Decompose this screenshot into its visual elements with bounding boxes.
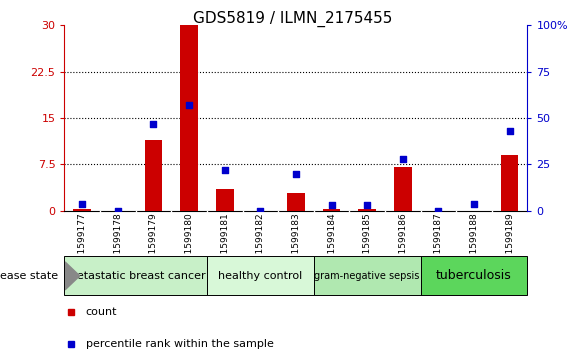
Text: GSM1599177: GSM1599177 [78, 213, 87, 273]
Bar [180, 25, 198, 211]
Text: GSM1599183: GSM1599183 [291, 213, 301, 273]
Point [434, 208, 443, 213]
Point [149, 121, 158, 126]
Bar [73, 209, 91, 211]
Text: GDS5819 / ILMN_2175455: GDS5819 / ILMN_2175455 [193, 11, 393, 27]
Point [363, 202, 372, 208]
Point [255, 208, 265, 213]
Text: GSM1599179: GSM1599179 [149, 213, 158, 273]
Text: GSM1599187: GSM1599187 [434, 213, 443, 273]
Point [185, 102, 194, 108]
Bar [287, 193, 305, 211]
Point [291, 171, 301, 176]
Point [220, 167, 229, 173]
Text: GSM1599182: GSM1599182 [256, 213, 265, 273]
Point [77, 201, 87, 207]
Text: GSM1599180: GSM1599180 [185, 213, 193, 273]
FancyBboxPatch shape [314, 256, 421, 295]
Text: percentile rank within the sample: percentile rank within the sample [86, 339, 274, 349]
Polygon shape [65, 262, 80, 290]
Bar [394, 167, 412, 211]
Text: metastatic breast cancer: metastatic breast cancer [66, 271, 206, 281]
Bar [145, 140, 162, 211]
FancyBboxPatch shape [421, 256, 527, 295]
Point [327, 202, 336, 208]
Point [505, 128, 515, 134]
FancyBboxPatch shape [207, 256, 314, 295]
Text: GSM1599189: GSM1599189 [505, 213, 514, 273]
Bar [216, 189, 234, 211]
Bar [323, 209, 340, 211]
Text: gram-negative sepsis: gram-negative sepsis [315, 271, 420, 281]
Point [469, 201, 479, 207]
Bar [358, 209, 376, 211]
Text: count: count [86, 307, 117, 317]
Bar [500, 155, 519, 211]
Text: GSM1599185: GSM1599185 [363, 213, 372, 273]
Text: disease state: disease state [0, 271, 59, 281]
Text: GSM1599181: GSM1599181 [220, 213, 229, 273]
Text: healthy control: healthy control [218, 271, 302, 281]
Point [398, 156, 407, 162]
Point [113, 208, 122, 213]
Text: GSM1599188: GSM1599188 [469, 213, 479, 273]
Text: GSM1599178: GSM1599178 [113, 213, 122, 273]
Text: GSM1599186: GSM1599186 [398, 213, 407, 273]
Text: GSM1599184: GSM1599184 [327, 213, 336, 273]
FancyBboxPatch shape [64, 256, 207, 295]
Text: tuberculosis: tuberculosis [436, 269, 512, 282]
